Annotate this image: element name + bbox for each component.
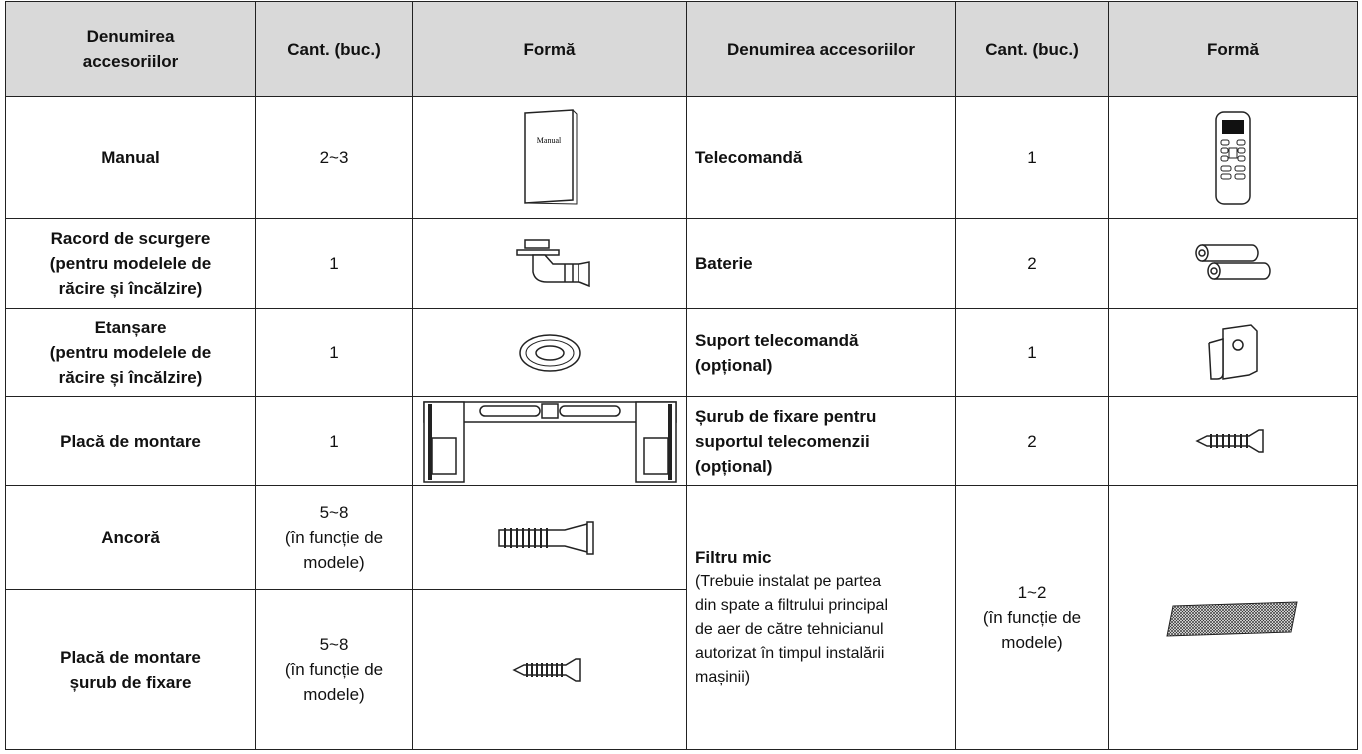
row: Manual 2~3 Manual Telecomandă 1 [5,96,1358,219]
battery-icon [1195,243,1271,280]
qty-cell: 1 [955,96,1109,219]
qty-cell: 5~8 (în funcție de modele) [255,485,413,590]
name-cell: Placă de montare șurub de fixare [5,589,256,750]
row: Placă de montare șurub de fixare 5~8 (în… [5,589,1358,750]
icon-cell [1108,96,1358,219]
qty-cell: 2 [955,396,1109,486]
name-cell: Șurub de fixare pentru suportul telecome… [686,396,956,486]
row: Etanșare (pentru modelele de răcire și î… [5,308,1358,397]
row: Placă de montare 1 Șurub de fixare pentr… [5,396,1358,486]
row: Racord de scurgere (pentru modelele de r… [5,218,1358,309]
name-cell: Etanșare (pentru modelele de răcire și î… [5,308,256,397]
name-cell: Manual [5,96,256,219]
name-cell: Suport telecomandă (opțional) [686,308,956,397]
icon-cell [1108,485,1358,750]
note-text: (Trebuie instalat pe partea din spate a … [695,573,888,686]
drain-icon [515,238,590,287]
filter-icon [1166,600,1298,637]
header-cell: Cant. (buc.) [255,1,413,97]
header-cell: Formă [1108,1,1358,97]
screw-icon [1195,429,1264,453]
qty-cell: 5~8 (în funcție de modele) [255,589,413,750]
qty-cell: 1 [955,308,1109,397]
qty-cell: 2~3 [255,96,413,219]
name-cell: Placă de montare [5,396,256,486]
icon-cell: Manual [412,96,687,219]
mounting-plate-icon [422,401,677,483]
icon-cell [412,396,687,486]
manual-icon-text: Manual [536,136,561,145]
qty-cell: 2 [955,218,1109,309]
holder-icon [1208,323,1258,380]
icon-cell [1108,218,1358,309]
header-cell: Formă [412,1,687,97]
qty-cell: 1~2 (în funcție de modele) [955,485,1109,750]
name-cell: Racord de scurgere (pentru modelele de r… [5,218,256,309]
header-cell: Cant. (buc.) [955,1,1109,97]
qty-cell: 1 [255,218,413,309]
name-cell: Ancoră [5,485,256,590]
icon-cell [412,308,687,397]
screw-icon [511,657,581,682]
header-row: Denumirea accesoriilor Cant. (buc.) Form… [5,1,1358,97]
name-text: Filtru mic [695,548,772,567]
name-cell: Telecomandă [686,96,956,219]
icon-cell [412,485,687,590]
icon-cell [1108,308,1358,397]
icon-cell [412,589,687,750]
icon-cell [1108,396,1358,486]
qty-cell: 1 [255,396,413,486]
manual-icon: Manual [523,108,577,205]
remote-icon [1215,110,1251,205]
filter-cell: Filtru mic (Trebuie instalat pe partea di… [686,485,956,750]
header-cell: Denumirea accesoriilor [5,1,256,97]
icon-cell [412,218,687,309]
name-cell: Baterie [686,218,956,309]
header-cell: Denumirea accesoriilor [686,1,956,97]
accessories-table: Denumirea accesoriilor Cant. (buc.) Form… [5,1,1358,750]
anchor-icon [497,520,594,555]
row: Ancoră 5~8 (în funcție de modele) Filtru… [5,485,1358,750]
qty-cell: 1 [255,308,413,397]
seal-icon [518,333,581,372]
